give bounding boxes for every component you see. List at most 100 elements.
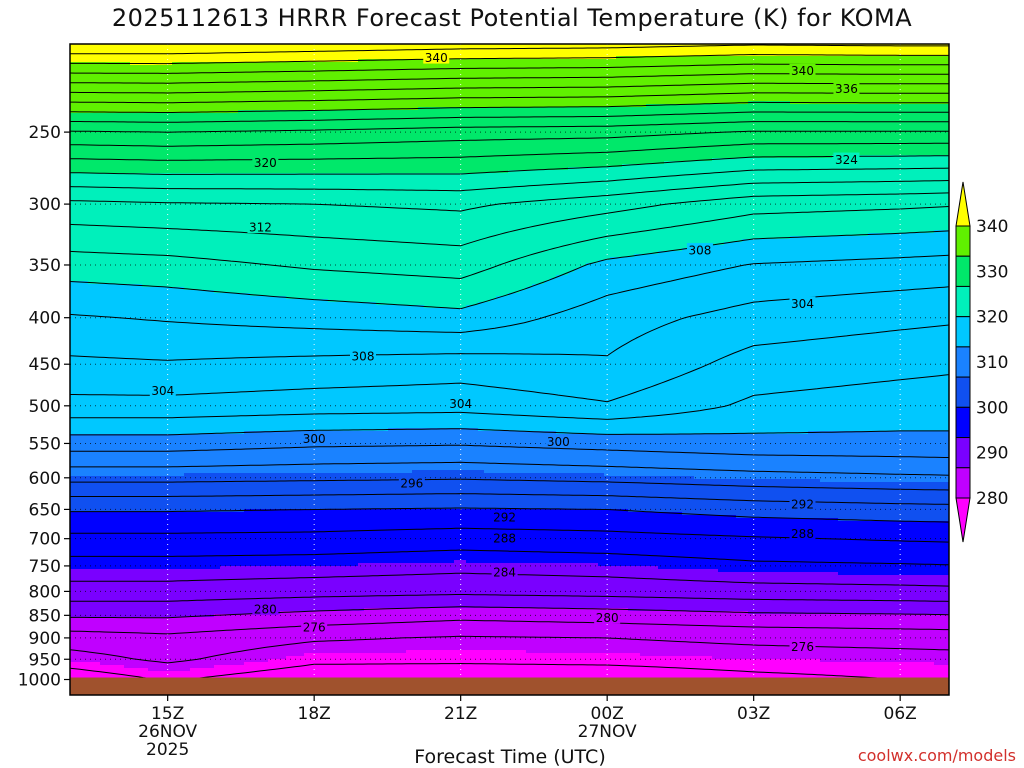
contour-label-text: 340: [425, 51, 448, 65]
colorbar: 280 290 300 310 320 330 340: [955, 181, 1008, 543]
colorbar-tick-label: 280: [976, 489, 1008, 509]
contour-label: 276: [301, 620, 328, 635]
contour-314: [70, 192, 949, 247]
contour-label-text: 324: [835, 153, 858, 167]
y-tick-label: 800: [29, 582, 61, 602]
contour-label: 324: [833, 152, 860, 167]
contour-322: [70, 142, 949, 161]
colorbar-segment: [955, 225, 971, 257]
contour-label-text: 336: [835, 82, 858, 96]
colorbar-top-arrow: [955, 181, 971, 227]
contour-308: [70, 254, 949, 334]
y-tick-label: 300: [29, 195, 61, 215]
x-tick-label: 15Z: [151, 704, 184, 724]
contour-332: [70, 92, 949, 104]
contour-334: [70, 82, 949, 94]
contour-298: [70, 444, 949, 458]
contour-label-text: 308: [352, 350, 375, 364]
contour-label-text: 320: [254, 156, 277, 170]
contour-304: [70, 324, 949, 403]
contour-label: 288: [491, 531, 518, 546]
contour-342: [70, 44, 949, 55]
y-tick-label: 350: [29, 256, 61, 276]
contour-label: 336: [833, 81, 860, 96]
colorbar-segment: [955, 376, 971, 408]
colorbar-segment: [955, 255, 971, 287]
colorbar-segment: [955, 346, 971, 378]
y-tick-label: 750: [29, 557, 61, 577]
y-tick-label: 700: [29, 530, 61, 550]
contour-278: [70, 619, 949, 635]
contour-label: 276: [789, 639, 816, 654]
contour-label: 280: [594, 610, 621, 625]
contour-label-text: 340: [791, 64, 814, 78]
colorbar-tick-label: 290: [976, 444, 1008, 464]
ground-shading: [70, 677, 949, 695]
contour-label-text: 296: [400, 477, 423, 491]
colorbar-tick-label: 330: [976, 262, 1008, 282]
contour-label: 300: [301, 431, 328, 446]
colorbar-segment: [955, 437, 971, 469]
contour-302: [70, 374, 949, 420]
colorbar-tick-label: 320: [976, 308, 1008, 328]
y-tick-label: 600: [29, 469, 61, 489]
contour-label-text: 300: [303, 432, 326, 446]
contour-label-layer: 340 340 336 324 320 312 308 304 308 304 304 300 300 2…: [149, 50, 860, 654]
contour-label: 304: [447, 396, 474, 411]
contour-312: [70, 206, 949, 280]
x-tick-label: 27NOV: [578, 722, 637, 742]
contour-label: 340: [789, 63, 816, 78]
y-tick-label: 450: [29, 355, 61, 375]
contour-label-text: 308: [688, 244, 711, 258]
theta-fill-layer: [70, 44, 949, 695]
y-tick-label: 650: [29, 500, 61, 520]
contour-label: 292: [789, 496, 816, 511]
contour-280: [70, 606, 949, 619]
contour-label: 320: [252, 155, 279, 170]
y-tick-label: 250: [29, 123, 61, 143]
chart-title: 2025112613 HRRR Forecast Potential Tempe…: [0, 4, 1024, 32]
credit-text: coolwx.com/models: [858, 746, 1016, 765]
contour-286: [70, 549, 949, 566]
contour-label: 304: [149, 383, 176, 398]
y-tick-label: 400: [29, 309, 61, 329]
x-tick-label: 00Z: [591, 704, 624, 724]
contour-label-text: 276: [303, 621, 326, 635]
contour-300: [70, 428, 949, 436]
contour-label-text: 300: [547, 435, 570, 449]
contour-label: 308: [350, 349, 376, 364]
colorbar-segment: [955, 285, 971, 318]
contour-316: [70, 180, 949, 212]
x-tick-label: 2025: [146, 740, 189, 760]
x-tick-label: 18Z: [298, 704, 331, 724]
contour-label-text: 284: [493, 566, 516, 580]
contour-340: [70, 53, 949, 65]
x-tick-label: 03Z: [737, 704, 770, 724]
contour-320: [70, 155, 949, 176]
contour-label-text: 292: [493, 511, 516, 525]
contour-label-text: 288: [791, 527, 814, 541]
contour-label: 312: [247, 220, 274, 235]
contour-label: 284: [491, 565, 518, 580]
contour-label-text: 304: [791, 297, 814, 311]
contour-label: 304: [789, 296, 816, 311]
ground-layer: [70, 677, 949, 695]
contour-label-text: 280: [596, 611, 619, 625]
y-tick-label: 550: [29, 434, 61, 454]
contour-310: [70, 230, 949, 310]
grid-layer: [70, 44, 949, 695]
contour-294: [70, 478, 949, 491]
contour-label-text: 304: [449, 397, 472, 411]
contour-290: [70, 507, 949, 523]
contour-326: [70, 121, 949, 133]
y-tick-label: 850: [29, 606, 61, 626]
plot-frame: [69, 43, 950, 696]
colorbar-bottom-arrow: [955, 497, 971, 543]
contour-label: 340: [423, 50, 450, 65]
contour-label-text: 276: [791, 640, 814, 654]
colorbar-segment: [955, 316, 971, 348]
contour-label: 308: [686, 243, 713, 258]
x-tick-label: 21Z: [444, 704, 477, 724]
